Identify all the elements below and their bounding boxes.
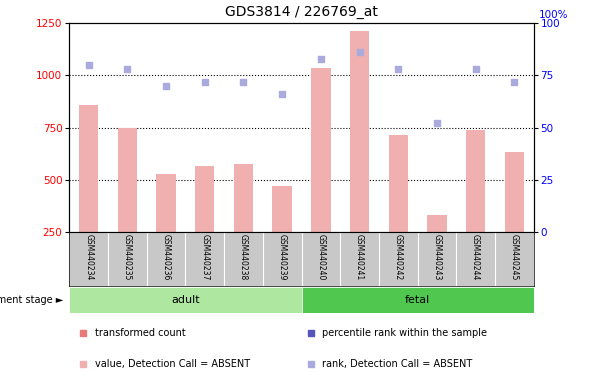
Text: GSM440236: GSM440236 bbox=[162, 234, 171, 280]
Point bbox=[200, 79, 210, 85]
Text: GSM440244: GSM440244 bbox=[471, 234, 480, 280]
Bar bbox=[118, 127, 137, 232]
Bar bbox=[234, 164, 253, 232]
Text: GSM440234: GSM440234 bbox=[84, 234, 93, 280]
Point bbox=[239, 79, 248, 85]
Bar bbox=[302, 287, 534, 313]
Text: adult: adult bbox=[171, 295, 200, 305]
Point bbox=[355, 49, 364, 55]
Bar bbox=[388, 135, 408, 232]
Bar bbox=[466, 130, 485, 232]
Point bbox=[277, 91, 287, 97]
Text: GSM440243: GSM440243 bbox=[432, 234, 441, 280]
Text: transformed count: transformed count bbox=[95, 328, 186, 338]
Bar bbox=[505, 152, 524, 232]
Text: fetal: fetal bbox=[405, 295, 430, 305]
Bar bbox=[428, 215, 447, 232]
Text: GSM440245: GSM440245 bbox=[510, 234, 519, 280]
Text: 100%: 100% bbox=[539, 10, 569, 20]
Text: GSM440242: GSM440242 bbox=[394, 234, 403, 280]
Point bbox=[161, 83, 171, 89]
Point bbox=[316, 56, 326, 62]
Text: GSM440241: GSM440241 bbox=[355, 234, 364, 280]
Point bbox=[393, 66, 403, 72]
Bar bbox=[273, 186, 292, 232]
Text: GSM440239: GSM440239 bbox=[277, 234, 286, 280]
Bar bbox=[156, 174, 175, 232]
Point bbox=[471, 66, 481, 72]
Title: GDS3814 / 226769_at: GDS3814 / 226769_at bbox=[225, 5, 378, 19]
Bar bbox=[311, 68, 330, 232]
Text: value, Detection Call = ABSENT: value, Detection Call = ABSENT bbox=[95, 359, 250, 369]
Text: GSM440237: GSM440237 bbox=[200, 234, 209, 280]
Bar bbox=[195, 166, 215, 232]
Text: development stage ►: development stage ► bbox=[0, 295, 63, 305]
Bar bbox=[69, 287, 302, 313]
Bar bbox=[79, 105, 98, 232]
Point bbox=[84, 62, 93, 68]
Point bbox=[510, 79, 519, 85]
Point bbox=[432, 121, 442, 127]
Bar bbox=[350, 31, 369, 232]
Text: GSM440240: GSM440240 bbox=[317, 234, 326, 280]
Point bbox=[122, 66, 132, 72]
Text: rank, Detection Call = ABSENT: rank, Detection Call = ABSENT bbox=[323, 359, 473, 369]
Text: GSM440238: GSM440238 bbox=[239, 234, 248, 280]
Text: percentile rank within the sample: percentile rank within the sample bbox=[323, 328, 487, 338]
Text: GSM440235: GSM440235 bbox=[123, 234, 132, 280]
